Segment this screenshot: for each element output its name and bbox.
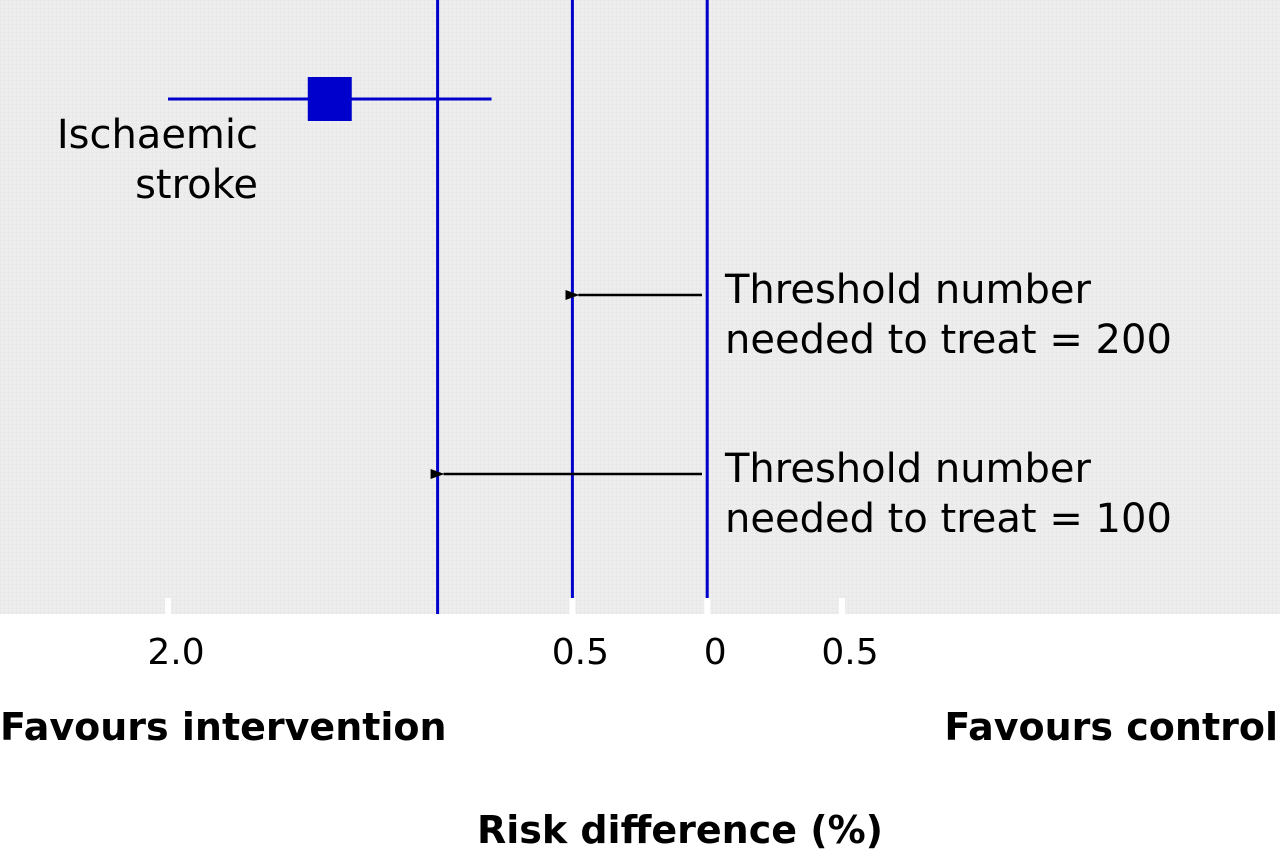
estimate-label: Ischaemic stroke [57, 112, 258, 208]
x-tick-label: 0 [704, 632, 727, 673]
plot-background [0, 0, 1280, 614]
x-tick-label: 0.5 [821, 632, 878, 673]
x-axis-title: Risk difference (%) [477, 808, 883, 852]
threshold-label: Threshold number needed to treat = 100 [724, 446, 1172, 542]
threshold-label: Threshold number needed to treat = 200 [724, 267, 1172, 363]
point-estimate [307, 77, 352, 121]
favours-control-label: Favours control [944, 705, 1278, 749]
x-tick-label: 2.0 [147, 632, 204, 673]
favours-intervention-label: Favours intervention [0, 705, 447, 749]
x-tick-label: 0.5 [552, 632, 609, 673]
